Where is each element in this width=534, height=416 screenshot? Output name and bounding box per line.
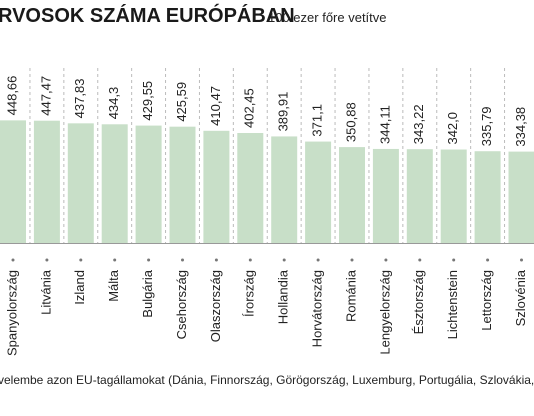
value-label: 447,47 (38, 76, 53, 116)
bar (474, 151, 501, 243)
x-tick-label: Spanyolország (4, 270, 19, 356)
tick-dot (384, 258, 388, 262)
tick-dot (45, 258, 49, 262)
tick-dot (113, 258, 117, 262)
x-tick-label: Izland (72, 270, 87, 305)
bar (271, 136, 298, 243)
tick-dot (316, 258, 320, 262)
tick-dot (248, 258, 252, 262)
tick-dot (181, 258, 184, 262)
value-label: 389,91 (276, 92, 291, 132)
bar (135, 125, 162, 243)
bar (67, 123, 94, 243)
x-tick-label: Hollandia (276, 269, 291, 324)
value-label: 448,66 (4, 76, 19, 116)
tick-dot (350, 258, 354, 262)
value-label: 335,79 (479, 106, 494, 146)
tick-dot (282, 258, 286, 262)
footnote: velembe azon EU-tagállamokat (Dánia, Fin… (0, 373, 534, 387)
tick-dot (486, 258, 490, 262)
chart-title: RVOSOK SZÁMA EURÓPÁBAN (0, 3, 295, 27)
tick-dot (452, 258, 456, 262)
value-label: 402,45 (242, 88, 257, 128)
x-tick-label: Románia (343, 269, 358, 322)
bar (440, 149, 467, 243)
value-label: 344,11 (377, 105, 392, 144)
tick-dot (214, 258, 218, 262)
bar (0, 120, 26, 243)
bar (508, 151, 534, 243)
value-label: 350,88 (343, 102, 358, 142)
tick-dot (147, 258, 151, 262)
x-tick-label: Csehország (174, 270, 189, 339)
tick-dot (418, 258, 422, 262)
x-tick-label: Olaszország (208, 270, 223, 342)
x-tick-label: Málta (106, 269, 121, 302)
value-label: 343,22 (411, 104, 426, 144)
bar (101, 124, 128, 243)
bar (237, 132, 264, 243)
x-tick-label: Lettország (479, 270, 494, 331)
bar (339, 147, 365, 243)
value-label: 334,38 (513, 107, 528, 147)
value-label: 437,83 (72, 79, 87, 119)
x-tick-label: Horvátország (310, 270, 325, 347)
x-tick-label: Litvánia (38, 269, 53, 315)
chart-subtitle: 100 ezer főre vetítve (268, 10, 387, 25)
value-label: 371,1 (310, 104, 325, 137)
x-tick-label: Észtország (411, 270, 426, 334)
bar (406, 149, 433, 243)
value-label: 425,59 (174, 82, 189, 122)
value-label: 410,47 (208, 86, 223, 126)
tick-dot (520, 258, 523, 262)
value-label: 434,3 (106, 87, 121, 120)
x-tick-label: Bulgária (140, 269, 155, 317)
value-label: 342,0 (445, 112, 460, 145)
x-tick-label: Szlovénia (513, 269, 528, 326)
bar (169, 126, 196, 243)
x-tick-label: Lengyelország (377, 270, 392, 355)
x-tick-label: Írország (242, 270, 257, 317)
bar (203, 130, 230, 243)
bar (33, 120, 60, 243)
x-tick-label: Lichtenstein (445, 270, 460, 339)
bar (372, 148, 399, 243)
value-label: 429,55 (140, 81, 155, 121)
tick-dot (79, 258, 83, 262)
bar (305, 141, 332, 243)
tick-dot (11, 258, 15, 262)
